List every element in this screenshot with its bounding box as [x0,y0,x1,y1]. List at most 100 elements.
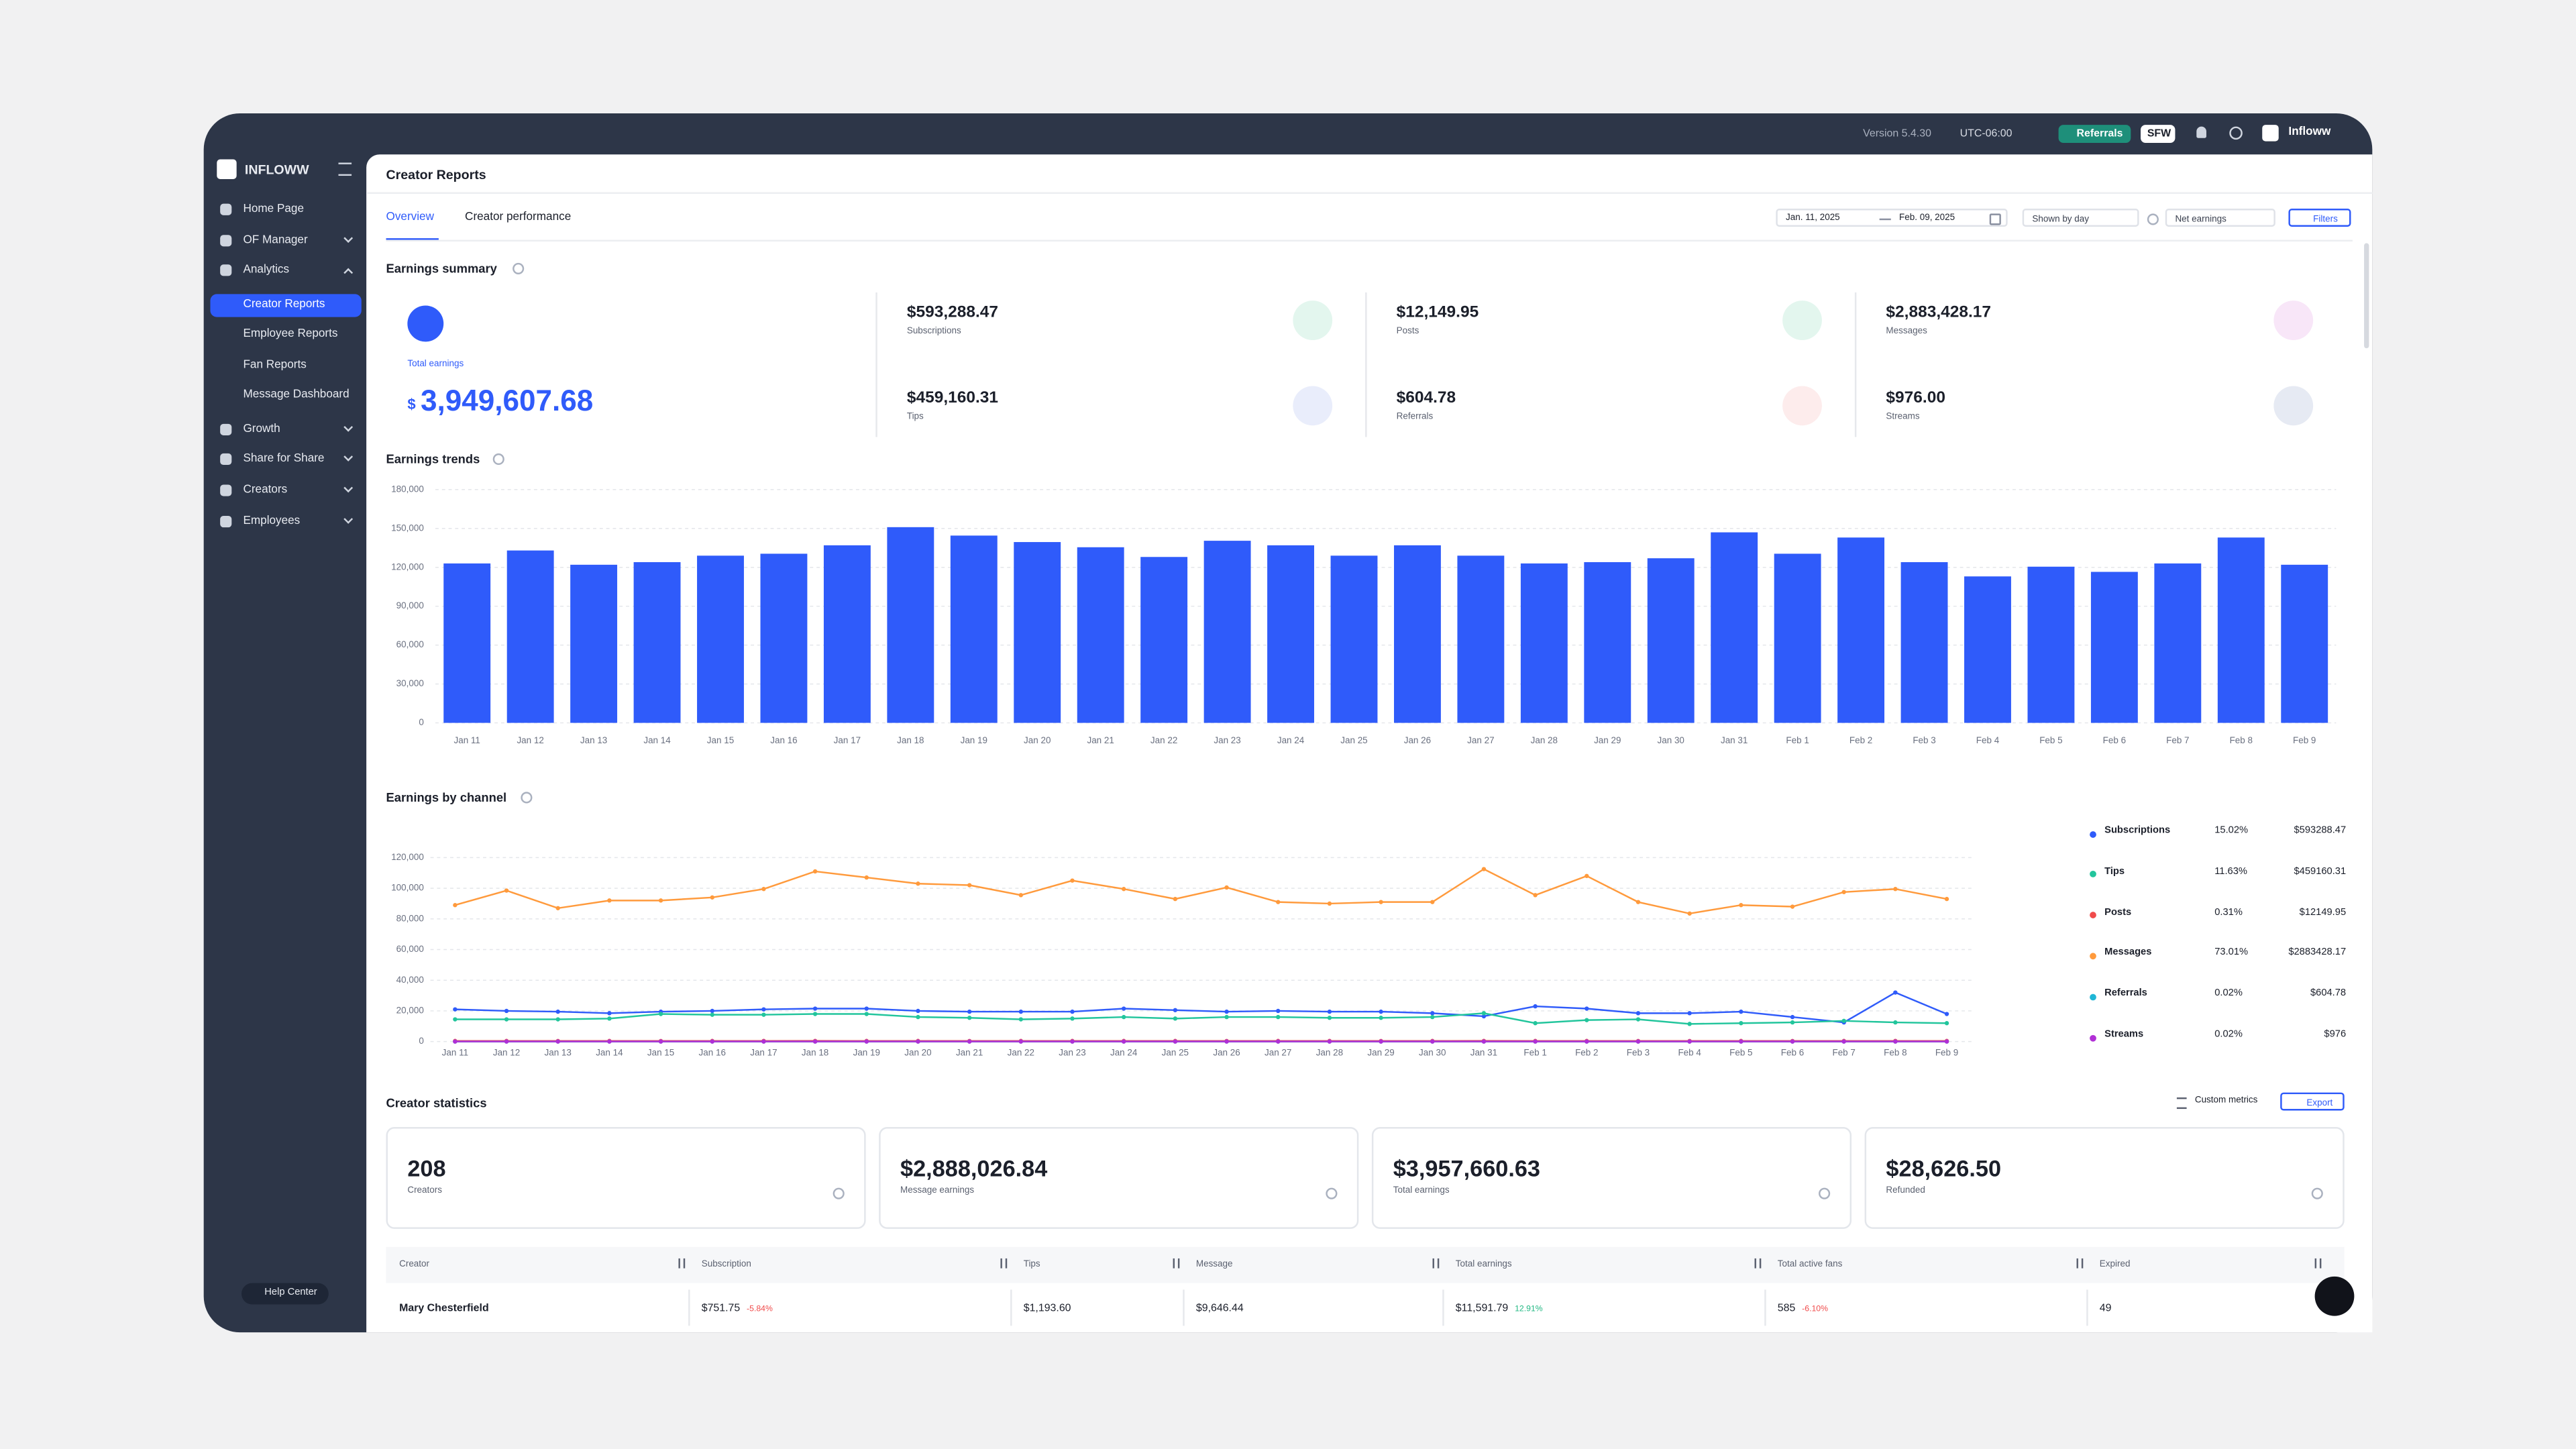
point [1481,867,1487,871]
nav-item[interactable]: OF Manager [243,235,308,247]
chat-button[interactable] [2314,1276,2355,1316]
info-icon [2147,213,2159,225]
point [504,1008,509,1014]
sort-icon [2076,1258,2084,1269]
summary-label: Referrals [1396,412,1434,423]
sort-icon [678,1258,686,1269]
referrals-label[interactable]: Referrals [2076,128,2123,140]
nav-subitem[interactable]: Fan Reports [243,360,307,372]
x-tick-label: Feb 8 [2230,735,2253,745]
point [1944,1039,1949,1044]
point [1276,1039,1281,1044]
date-range[interactable] [1776,209,2008,227]
x-tick-label: Jan 23 [1059,1047,1085,1057]
shown-by-select[interactable]: Shown by day [2022,209,2139,227]
nav-item[interactable]: Home Page [243,203,304,215]
nav-subitem[interactable]: Creator Reports [243,299,325,311]
settings-icon[interactable] [2229,126,2243,140]
nav-subitem[interactable]: Employee Reports [243,328,338,340]
custom-metrics-button[interactable]: Custom metrics [2194,1095,2258,1106]
nav-item[interactable]: Share for Share [243,453,325,466]
point [607,1016,612,1021]
menu-toggle[interactable] [338,162,352,176]
cell-value: 49 [2099,1303,2112,1315]
user-avatar[interactable] [2262,125,2279,142]
point [1687,1011,1692,1016]
x-tick-label: Jan 11 [454,735,480,745]
point [1122,1006,1126,1011]
legend-swatch [2090,993,2096,1000]
point [1327,1016,1332,1020]
bar [2027,566,2075,723]
x-tick-label: Feb 5 [2039,735,2062,745]
button-label[interactable]: Export [2306,1098,2333,1108]
timezone[interactable]: UTC-06:00 [1960,128,2012,140]
series-line [455,1012,1947,1025]
cell-value: 585 [1777,1303,1796,1315]
nav-item[interactable]: Analytics [243,264,290,276]
sfw-label[interactable]: SFW [2147,128,2171,140]
sort-icon [1173,1258,1180,1269]
nav-subitem[interactable]: Message Dashboard [243,389,350,401]
y-tick-label: 150,000 [391,523,424,533]
nav-item[interactable]: Employees [243,515,301,528]
date-to[interactable]: Feb. 09, 2025 [1899,213,1955,224]
point [1070,1009,1075,1014]
point [1070,1039,1075,1044]
date-from[interactable]: Jan. 11, 2025 [1786,213,1840,224]
point [1635,900,1641,904]
button-label[interactable]: Filters [2313,214,2338,225]
legend-label: Streams [2104,1030,2144,1040]
x-tick-label: Jan 22 [1008,1047,1034,1057]
point [658,1039,663,1044]
legend-swatch [2090,953,2096,959]
table-body: Mary Chesterfield $751.75 -5.84% $1,193.60 $… [386,1287,2345,1333]
point [1585,873,1589,878]
summary-label: Posts [1396,327,1419,337]
point [710,1008,714,1014]
x-tick-label: Jan 15 [647,1047,674,1057]
legend-total: $2883428.17 [2288,949,2347,959]
user-name[interactable]: Infloww [2288,126,2331,138]
arrow [1879,218,1891,220]
table-cell: 49 [2100,1303,2112,1314]
point [1070,878,1075,883]
column-header: Expired [2099,1260,2131,1271]
stat-value: $3,957,660.63 [1393,1155,1540,1181]
bar [1077,547,1124,723]
divider [875,292,877,437]
x-tick-label: Feb 5 [1729,1047,1752,1057]
nav-item[interactable]: Creators [243,484,288,496]
point [1173,1008,1178,1012]
filters-button[interactable]: Filters [2288,209,2351,227]
metric-select[interactable]: Net earnings [2165,209,2275,227]
point [453,1007,458,1012]
sort-icon [1754,1258,1762,1269]
help-center-label[interactable]: Help Center [264,1288,317,1298]
total-earnings-value: 3,949,607.68 [420,384,594,418]
x-tick-label: Jan 30 [1658,735,1684,745]
help-center-button[interactable] [241,1283,329,1305]
point [916,1008,920,1014]
point [1276,1014,1281,1020]
version: Version 5.4.30 [1863,128,1931,140]
stat-card [879,1127,1359,1229]
select-label[interactable]: Shown by day [2032,214,2090,225]
x-tick-label: Jan 21 [956,1047,983,1057]
export-button[interactable]: Export [2280,1092,2345,1111]
x-tick-label: Jan 13 [580,735,607,745]
sfw-badge[interactable] [2141,125,2176,144]
main-panel [366,154,2373,1333]
y-tick-label: 180,000 [391,484,424,494]
point [1841,1018,1846,1023]
select-label[interactable]: Net earnings [2175,214,2226,225]
referrals-badge[interactable] [2058,125,2131,144]
legend-share: 0.02% [2214,1030,2243,1040]
bell-icon[interactable] [2196,126,2206,138]
stat-label: Total earnings [1393,1186,1450,1196]
tab[interactable]: Creator performance [465,211,572,224]
tab[interactable]: Overview [386,211,434,224]
scrollbar[interactable] [2364,243,2369,349]
x-tick-label: Jan 28 [1531,735,1558,745]
nav-item[interactable]: Growth [243,423,280,435]
